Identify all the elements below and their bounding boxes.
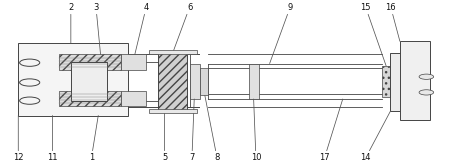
Text: 3: 3 bbox=[93, 2, 101, 54]
Circle shape bbox=[20, 79, 40, 86]
Bar bbox=[18, 43, 128, 116]
Text: 4: 4 bbox=[135, 2, 149, 54]
Bar bbox=[59, 91, 121, 106]
Circle shape bbox=[20, 97, 40, 104]
Text: 9: 9 bbox=[270, 2, 293, 64]
Bar bbox=[382, 66, 390, 97]
Text: 15: 15 bbox=[361, 2, 386, 66]
Bar bbox=[200, 68, 208, 95]
Text: 12: 12 bbox=[13, 115, 23, 163]
Text: 16: 16 bbox=[385, 2, 400, 41]
Bar bbox=[121, 91, 146, 106]
Text: 5: 5 bbox=[162, 113, 167, 163]
Circle shape bbox=[20, 59, 40, 66]
Bar bbox=[59, 54, 121, 70]
Text: 7: 7 bbox=[189, 99, 195, 163]
Bar bbox=[190, 64, 200, 99]
Text: 10: 10 bbox=[251, 99, 261, 163]
Bar bbox=[390, 53, 415, 111]
Text: 6: 6 bbox=[174, 2, 192, 50]
Circle shape bbox=[419, 74, 434, 79]
Circle shape bbox=[419, 90, 434, 95]
Bar bbox=[71, 62, 107, 101]
Text: 1: 1 bbox=[89, 115, 98, 163]
Text: 17: 17 bbox=[319, 99, 343, 163]
Bar bbox=[121, 54, 146, 70]
Text: 2: 2 bbox=[68, 2, 74, 43]
Bar bbox=[149, 109, 197, 113]
Bar bbox=[249, 64, 259, 99]
Text: 14: 14 bbox=[361, 111, 391, 163]
Bar bbox=[158, 51, 187, 111]
Text: 11: 11 bbox=[48, 115, 58, 163]
Text: 8: 8 bbox=[205, 95, 220, 163]
Bar bbox=[400, 41, 430, 120]
Bar bbox=[149, 50, 197, 54]
